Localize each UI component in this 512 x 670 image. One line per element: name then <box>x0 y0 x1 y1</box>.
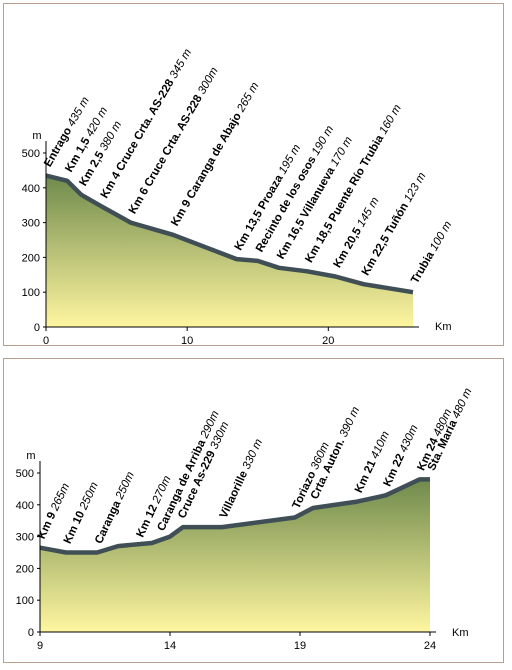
elevation-area <box>46 175 413 327</box>
y-tick-label: 400 <box>16 500 34 512</box>
y-tick-label: 500 <box>16 468 34 480</box>
x-tick-label: 19 <box>294 640 306 652</box>
y-tick-label: 100 <box>22 287 40 299</box>
y-tick-label: 100 <box>16 595 34 607</box>
y-tick-label: 200 <box>16 563 34 575</box>
y-axis-label: m <box>32 130 41 142</box>
y-tick-label: 300 <box>22 218 40 230</box>
x-tick-label: 24 <box>424 640 436 652</box>
y-tick-label: 0 <box>34 322 40 334</box>
x-axis-label: Km <box>452 627 469 639</box>
elevation-area <box>40 479 430 632</box>
elevation-line <box>39 477 430 555</box>
y-tick-label: 200 <box>22 252 40 264</box>
x-tick-label: 9 <box>37 640 43 652</box>
x-axis-label: Km <box>435 321 452 333</box>
stop-label: Caranga 250m <box>93 470 137 546</box>
x-tick-label: 10 <box>181 335 193 344</box>
y-tick-label: 400 <box>22 183 40 195</box>
profile-panel-2: 0 100 200 300 400 500 9 14 19 24 m Km Km 9 265m Km 10… <box>3 358 504 663</box>
x-tick-label: 14 <box>164 640 176 652</box>
elevation-line <box>45 173 414 295</box>
profile-panel-1: 0 100 200 300 400 500 0 10 20 m Km Entrago 435 m Km … <box>3 3 504 346</box>
x-tick-label: 0 <box>43 335 49 344</box>
y-axis-label: m <box>26 450 35 462</box>
y-tick-label: 0 <box>28 627 34 639</box>
y-tick-label: 300 <box>16 532 34 544</box>
stop-label: Trubia 100 m <box>409 219 454 286</box>
stop-label: Villaorille 330 m <box>218 437 265 520</box>
stop-label: Km 9 Caranga de Abajo 265 m <box>169 80 262 228</box>
y-tick-label: 500 <box>22 148 40 160</box>
x-tick-label: 20 <box>322 335 334 344</box>
stop-label: Km 22,5 Tuñón 123 m <box>360 170 429 277</box>
